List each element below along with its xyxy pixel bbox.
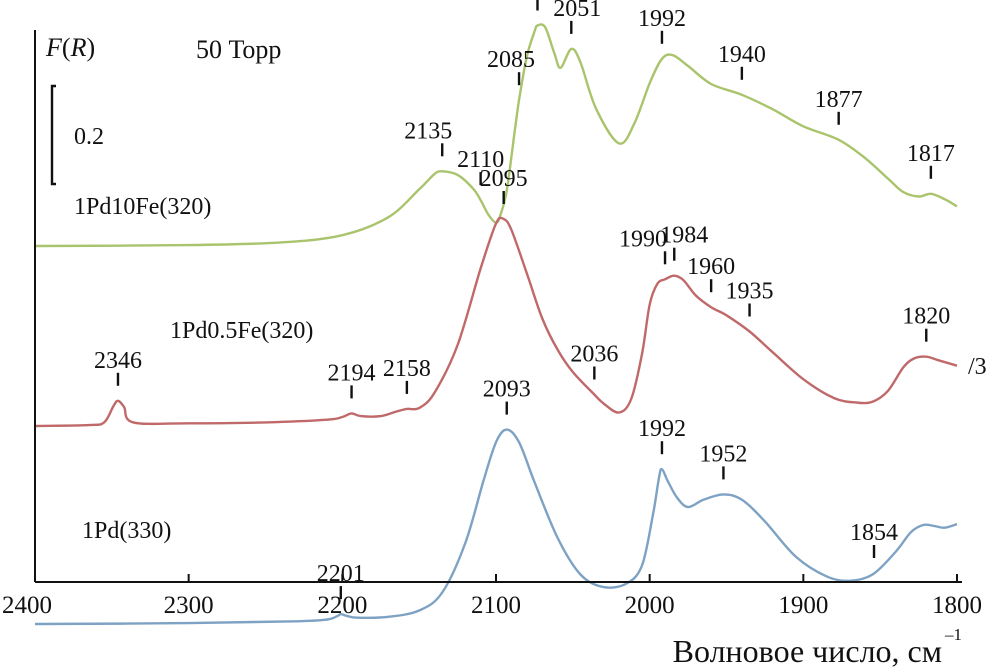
peak-label: 2201: [317, 561, 365, 587]
scale-bar: [50, 84, 56, 186]
peak-label: 2036: [570, 342, 618, 368]
peak-label: 1984: [660, 223, 708, 249]
scale-bar-label: 0.2: [74, 124, 104, 150]
peak-label: 2051: [553, 0, 601, 22]
peak-label: 2110: [457, 147, 504, 173]
peak-label: 2085: [487, 47, 535, 73]
x-tick-label: 2300: [164, 592, 214, 619]
pressure-label: 50 Торр: [196, 35, 281, 64]
peak-label: 2346: [94, 348, 142, 374]
peak-label: 1817: [907, 141, 955, 167]
series-label-1pd330: 1Pd(330): [82, 518, 171, 544]
peak-label: 2158: [383, 356, 431, 382]
y-axis-title-close: ): [86, 33, 95, 62]
peak-label: 2095: [480, 166, 528, 192]
peak-label: 1877: [815, 87, 863, 113]
peak-label: 1935: [726, 279, 774, 305]
peak-label: 2194: [328, 360, 376, 386]
spectrum-line: [34, 23, 958, 248]
y-axis-title-open: (: [62, 33, 71, 62]
peak-label: 1992: [638, 416, 686, 442]
spectrum-line: [34, 216, 958, 428]
y-axis-title: F(R): [45, 33, 95, 62]
y-axis-title-variable: R: [70, 33, 87, 62]
series-label-1pd05fe: 1Pd0.5Fe(320): [170, 318, 313, 344]
peak-label: 1992: [638, 6, 686, 32]
x-tick-label: 2100: [471, 592, 521, 619]
peak-label: 1940: [718, 42, 766, 68]
peak-markers-layer: 2135211020852073205119921940187718172346…: [94, 0, 955, 600]
peak-label: 1960: [687, 254, 735, 280]
spectrum-line: [34, 428, 958, 626]
peak-label: 1990: [619, 226, 667, 252]
peak-label: 2093: [483, 377, 531, 403]
scale-note-divide-by-3: /3: [968, 354, 987, 380]
x-axis-title: Волновое число, см: [673, 633, 942, 669]
x-tick-label: 1900: [778, 592, 828, 619]
x-tick-label: 2200: [317, 592, 367, 619]
peak-label: 1952: [699, 441, 747, 467]
x-axis-title-superscript: –1: [944, 625, 962, 644]
peak-label: 2135: [404, 118, 452, 144]
x-tick-layer: 2400 2300 2200 2100 2000 1900 1800: [2, 574, 982, 619]
x-tick-label: 1800: [932, 592, 982, 619]
peak-label: 1820: [902, 304, 950, 330]
x-tick-label: 2000: [625, 592, 675, 619]
peak-label: 1854: [850, 520, 898, 546]
series-label-1pd10fe: 1Pd10Fe(320): [74, 194, 211, 220]
series-layer: [34, 23, 958, 626]
x-tick-label: 2400: [2, 592, 52, 619]
y-axis-title-function: F: [45, 33, 63, 62]
